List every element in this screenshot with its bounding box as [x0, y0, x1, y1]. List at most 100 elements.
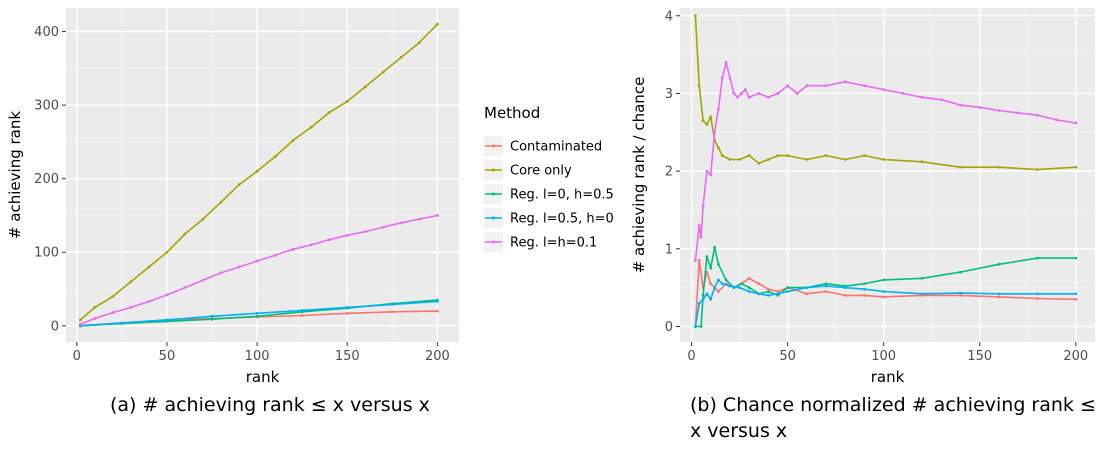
- data-point-reg-l-0-5-h-0: [728, 284, 732, 288]
- series-line-contaminated: [694, 259, 1076, 327]
- data-point-core-only: [291, 139, 295, 142]
- tick-label-y: 3: [665, 87, 673, 102]
- data-point-reg-l-h-0-1: [717, 107, 720, 111]
- data-point-reg-l-h-0-1: [743, 88, 747, 91]
- data-point-core-only: [824, 154, 828, 157]
- data-point-reg-l-0-5-h-0: [720, 282, 724, 286]
- data-point-reg-l-0-5-h-0: [920, 292, 924, 296]
- data-point-core-only: [201, 217, 205, 221]
- chart-b: 0 50 100 150 200 0 1 2 3 4 rank # achieving rank / …: [630, 8, 1095, 386]
- data-point-reg-l-h-0-1: [1055, 118, 1058, 122]
- data-point-contaminated: [1035, 297, 1039, 300]
- data-point-reg-l-0-5-h-0: [805, 286, 809, 290]
- data-point-reg-l-h-0-1: [255, 259, 259, 263]
- data-point-reg-l-h-0-1: [219, 271, 223, 275]
- data-point-core-only: [786, 154, 789, 157]
- tick-label-y: 300: [34, 99, 59, 114]
- data-point-reg-l-0-5-h-0: [824, 284, 828, 288]
- data-point-core-only: [399, 55, 403, 59]
- data-point-core-only: [93, 306, 97, 309]
- data-point-reg-l-0-h-0-5: [920, 276, 924, 280]
- data-point-reg-l-h-0-1: [997, 109, 1001, 112]
- data-point-reg-l-0-5-h-0: [786, 290, 789, 293]
- legend-key-point: [492, 144, 495, 148]
- data-point-reg-l-h-0-1: [805, 84, 809, 88]
- series-line-reg-l-h-0-1: [694, 61, 1076, 261]
- legend-key-point: [492, 216, 495, 220]
- data-point-core-only: [1074, 165, 1078, 169]
- data-point-reg-l-0-h-0-5: [713, 245, 716, 249]
- data-point-reg-l-0-5-h-0: [747, 290, 751, 293]
- data-point-reg-l-h-0-1: [978, 106, 982, 109]
- legend-label-core-only: Core only: [510, 164, 572, 179]
- data-point-reg-l-h-0-1: [1016, 111, 1020, 115]
- tick-label-y: 0: [665, 320, 673, 335]
- data-point-core-only: [728, 158, 732, 161]
- tick-label-y: 100: [34, 246, 59, 261]
- data-point-reg-l-0-h-0-5: [776, 293, 780, 297]
- data-point-reg-l-h-0-1: [165, 293, 169, 297]
- data-point-reg-l-h-0-1: [709, 173, 713, 177]
- data-point-contaminated: [843, 293, 847, 297]
- data-point-reg-l-h-0-1: [736, 95, 740, 99]
- data-point-reg-l-h-0-1: [291, 247, 295, 251]
- data-point-reg-l-0-5-h-0: [210, 314, 214, 318]
- data-point-core-only: [129, 280, 133, 284]
- data-point-reg-l-h-0-1: [732, 92, 736, 95]
- tick-label-y: 400: [34, 25, 59, 40]
- data-point-reg-l-0-5-h-0: [717, 278, 720, 282]
- data-point-reg-l-0-5-h-0: [390, 303, 394, 306]
- data-point-core-only: [237, 183, 241, 186]
- data-point-reg-l-h-0-1: [776, 92, 780, 95]
- data-point-reg-l-0-5-h-0: [959, 291, 962, 295]
- data-point-reg-l-0-h-0-5: [717, 262, 720, 266]
- data-point-contaminated: [824, 290, 828, 293]
- tick-label-x: 150: [335, 349, 360, 364]
- data-point-reg-l-h-0-1: [843, 80, 847, 84]
- data-point-core-only: [843, 158, 847, 161]
- data-point-reg-l-h-0-1: [786, 84, 789, 88]
- data-point-reg-l-h-0-1: [693, 259, 697, 262]
- data-point-reg-l-h-0-1: [701, 204, 705, 208]
- data-point-reg-l-h-0-1: [920, 95, 924, 99]
- caption-b: (b) Chance normalized # achieving rank ≤…: [690, 394, 1096, 442]
- legend-key-point: [492, 240, 495, 244]
- data-point-reg-l-h-0-1: [417, 217, 421, 221]
- data-point-reg-l-h-0-1: [363, 230, 367, 234]
- data-point-core-only: [111, 294, 115, 298]
- data-point-reg-l-0-h-0-5: [709, 266, 713, 270]
- tick-label-x: 150: [967, 349, 992, 364]
- data-point-contaminated: [997, 295, 1001, 299]
- data-point-reg-l-0-5-h-0: [300, 308, 304, 312]
- data-point-reg-l-h-0-1: [699, 235, 703, 239]
- chart-a: 0 50 100 150 200 0 100 200 300 400 rank # achieving…: [6, 8, 459, 386]
- data-point-reg-l-h-0-1: [939, 98, 943, 102]
- data-point-reg-l-h-0-1: [901, 92, 905, 95]
- y-axis-title: # achieving rank / chance: [630, 77, 648, 274]
- data-point-reg-l-h-0-1: [309, 243, 313, 247]
- data-point-core-only: [345, 100, 349, 103]
- data-point-reg-l-h-0-1: [79, 322, 82, 326]
- legend-label-reg-l-0-h-0-5: Reg. l=0, h=0.5: [510, 188, 614, 203]
- data-point-core-only: [1035, 168, 1039, 171]
- data-point-reg-l-h-0-1: [93, 317, 97, 320]
- legend: Method Contaminated Core only Reg. l=0, h=0…: [484, 104, 614, 252]
- data-point-reg-l-0-5-h-0: [255, 311, 259, 315]
- data-point-reg-l-h-0-1: [1074, 121, 1078, 125]
- x-axis-title: rank: [246, 368, 280, 386]
- data-point-reg-l-0-5-h-0: [165, 318, 169, 322]
- data-point-reg-l-h-0-1: [882, 88, 886, 91]
- data-point-reg-l-h-0-1: [1035, 113, 1039, 117]
- tick-label-y: 2: [665, 165, 673, 180]
- data-point-reg-l-h-0-1: [399, 221, 403, 225]
- data-point-core-only: [997, 165, 1001, 169]
- tick-label-y: 1: [665, 242, 673, 257]
- data-point-core-only: [165, 250, 169, 254]
- data-point-contaminated: [300, 314, 304, 317]
- legend-label-contaminated: Contaminated: [510, 140, 602, 155]
- data-point-core-only: [720, 154, 724, 157]
- data-point-reg-l-h-0-1: [959, 103, 962, 107]
- data-point-reg-l-h-0-1: [435, 214, 439, 217]
- tick-label-x: 100: [871, 349, 896, 364]
